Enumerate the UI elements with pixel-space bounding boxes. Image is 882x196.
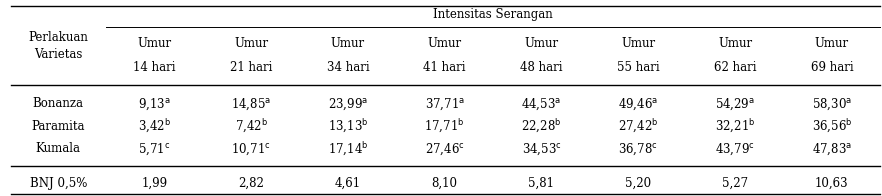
Text: Umur: Umur bbox=[621, 37, 655, 50]
Text: 4,61: 4,61 bbox=[335, 177, 361, 190]
Text: 62 hari: 62 hari bbox=[714, 61, 756, 74]
Text: Umur: Umur bbox=[718, 37, 752, 50]
Text: 14 hari: 14 hari bbox=[133, 61, 176, 74]
Text: 49,46$^{\mathrm{a}}$: 49,46$^{\mathrm{a}}$ bbox=[618, 96, 658, 112]
Text: 3,42$^{\mathrm{b}}$: 3,42$^{\mathrm{b}}$ bbox=[138, 118, 171, 135]
Text: Umur: Umur bbox=[331, 37, 365, 50]
Text: 7,42$^{\mathrm{b}}$: 7,42$^{\mathrm{b}}$ bbox=[235, 118, 267, 135]
Text: Umur: Umur bbox=[428, 37, 461, 50]
Text: 5,81: 5,81 bbox=[528, 177, 555, 190]
Text: BNJ 0,5%: BNJ 0,5% bbox=[29, 177, 87, 190]
Text: 1,99: 1,99 bbox=[141, 177, 168, 190]
Text: Umur: Umur bbox=[815, 37, 848, 50]
Text: 2,82: 2,82 bbox=[238, 177, 264, 190]
Text: 47,83$^{\mathrm{a}}$: 47,83$^{\mathrm{a}}$ bbox=[811, 141, 852, 157]
Text: 10,63: 10,63 bbox=[815, 177, 848, 190]
Text: 44,53$^{\mathrm{a}}$: 44,53$^{\mathrm{a}}$ bbox=[521, 96, 562, 112]
Text: 27,42$^{\mathrm{b}}$: 27,42$^{\mathrm{b}}$ bbox=[618, 118, 659, 135]
Text: 8,10: 8,10 bbox=[431, 177, 458, 190]
Text: Umur: Umur bbox=[234, 37, 268, 50]
Text: 10,71$^{\mathrm{c}}$: 10,71$^{\mathrm{c}}$ bbox=[231, 141, 271, 157]
Text: 36,56$^{\mathrm{b}}$: 36,56$^{\mathrm{b}}$ bbox=[811, 118, 852, 135]
Text: 5,71$^{\mathrm{c}}$: 5,71$^{\mathrm{c}}$ bbox=[138, 141, 170, 157]
Text: 5,27: 5,27 bbox=[722, 177, 748, 190]
Text: 27,46$^{\mathrm{c}}$: 27,46$^{\mathrm{c}}$ bbox=[425, 141, 465, 157]
Text: 58,30$^{\mathrm{a}}$: 58,30$^{\mathrm{a}}$ bbox=[811, 96, 852, 112]
Text: 34 hari: 34 hari bbox=[326, 61, 370, 74]
Text: 13,13$^{\mathrm{b}}$: 13,13$^{\mathrm{b}}$ bbox=[327, 118, 368, 135]
Text: Umur: Umur bbox=[525, 37, 558, 50]
Text: 14,85$^{\mathrm{a}}$: 14,85$^{\mathrm{a}}$ bbox=[231, 96, 271, 112]
Text: Paramita: Paramita bbox=[32, 120, 85, 133]
Text: 36,78$^{\mathrm{c}}$: 36,78$^{\mathrm{c}}$ bbox=[618, 141, 658, 157]
Text: 34,53$^{\mathrm{c}}$: 34,53$^{\mathrm{c}}$ bbox=[521, 141, 561, 157]
Text: 41 hari: 41 hari bbox=[423, 61, 466, 74]
Text: 69 hari: 69 hari bbox=[811, 61, 853, 74]
Text: Perlakuan
Varietas: Perlakuan Varietas bbox=[28, 31, 88, 61]
Text: 17,71$^{\mathrm{b}}$: 17,71$^{\mathrm{b}}$ bbox=[424, 118, 465, 135]
Text: Kumala: Kumala bbox=[35, 142, 81, 155]
Text: 48 hari: 48 hari bbox=[520, 61, 563, 74]
Text: 22,28$^{\mathrm{b}}$: 22,28$^{\mathrm{b}}$ bbox=[521, 118, 562, 135]
Text: 23,99$^{\mathrm{a}}$: 23,99$^{\mathrm{a}}$ bbox=[328, 96, 368, 112]
Text: 17,14$^{\mathrm{b}}$: 17,14$^{\mathrm{b}}$ bbox=[327, 140, 368, 158]
Text: 9,13$^{\mathrm{a}}$: 9,13$^{\mathrm{a}}$ bbox=[138, 96, 170, 112]
Text: 37,71$^{\mathrm{a}}$: 37,71$^{\mathrm{a}}$ bbox=[424, 96, 465, 112]
Text: 5,20: 5,20 bbox=[625, 177, 651, 190]
Text: 54,29$^{\mathrm{a}}$: 54,29$^{\mathrm{a}}$ bbox=[715, 96, 755, 112]
Text: Umur: Umur bbox=[138, 37, 171, 50]
Text: 55 hari: 55 hari bbox=[617, 61, 660, 74]
Text: Bonanza: Bonanza bbox=[33, 97, 84, 110]
Text: 43,79$^{\mathrm{c}}$: 43,79$^{\mathrm{c}}$ bbox=[715, 141, 755, 157]
Text: 21 hari: 21 hari bbox=[230, 61, 273, 74]
Text: 32,21$^{\mathrm{b}}$: 32,21$^{\mathrm{b}}$ bbox=[714, 118, 755, 135]
Text: Intensitas Serangan: Intensitas Serangan bbox=[433, 8, 553, 21]
